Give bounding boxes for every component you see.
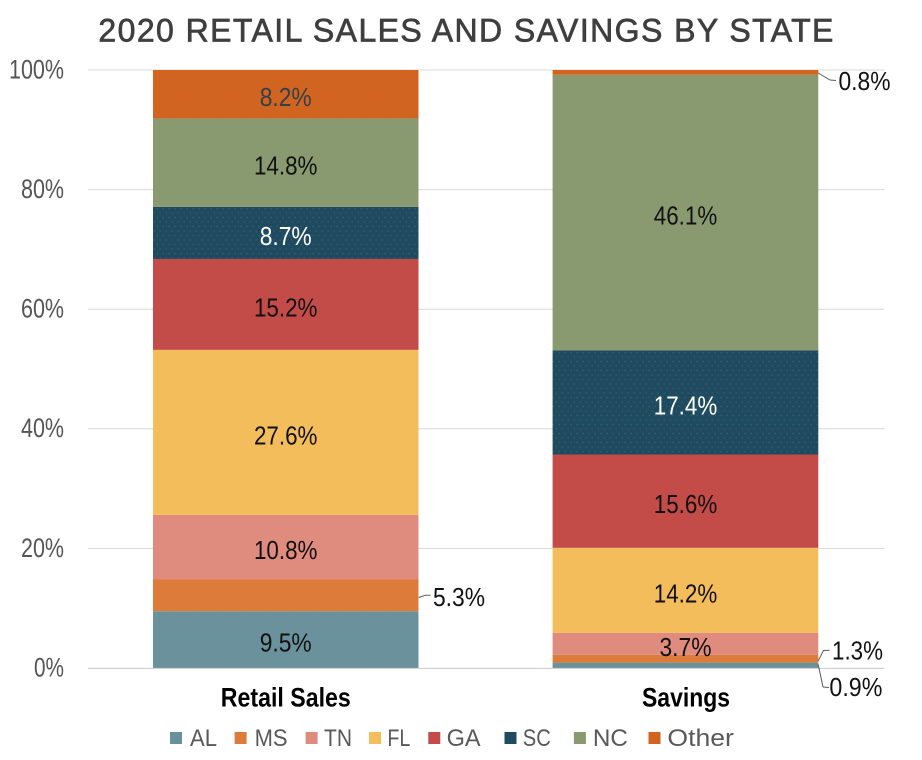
svg-text:Other: Other — [667, 725, 734, 752]
svg-text:5.3%: 5.3% — [433, 582, 485, 612]
svg-text:0.8%: 0.8% — [839, 66, 891, 96]
svg-text:0.9%: 0.9% — [829, 672, 882, 702]
svg-text:15.2%: 15.2% — [254, 292, 318, 322]
svg-text:2020 RETAIL SALES AND SAVINGS: 2020 RETAIL SALES AND SAVINGS BY STATE — [98, 13, 833, 49]
svg-text:40%: 40% — [21, 413, 64, 443]
svg-text:Savings: Savings — [642, 683, 730, 713]
svg-text:SC: SC — [523, 725, 551, 752]
svg-text:14.8%: 14.8% — [254, 151, 318, 181]
svg-text:27.6%: 27.6% — [254, 420, 318, 450]
svg-text:Retail Sales: Retail Sales — [221, 683, 351, 713]
svg-text:TN: TN — [324, 725, 352, 752]
svg-text:100%: 100% — [9, 54, 64, 84]
svg-text:46.1%: 46.1% — [654, 201, 718, 231]
svg-text:1.3%: 1.3% — [832, 636, 883, 666]
svg-text:14.2%: 14.2% — [654, 578, 718, 608]
svg-text:NC: NC — [593, 725, 628, 752]
svg-text:AL: AL — [190, 725, 217, 752]
svg-text:80%: 80% — [21, 174, 64, 204]
svg-text:10.8%: 10.8% — [254, 535, 318, 565]
svg-text:GA: GA — [447, 725, 481, 752]
svg-text:9.5%: 9.5% — [260, 628, 312, 658]
svg-text:15.6%: 15.6% — [654, 489, 718, 519]
svg-text:3.7%: 3.7% — [660, 632, 712, 662]
svg-text:MS: MS — [255, 725, 288, 752]
svg-text:0%: 0% — [34, 652, 64, 682]
svg-text:8.7%: 8.7% — [260, 221, 312, 251]
svg-text:17.4%: 17.4% — [654, 391, 718, 421]
svg-text:20%: 20% — [21, 533, 64, 563]
svg-text:FL: FL — [387, 725, 410, 752]
svg-text:60%: 60% — [21, 294, 64, 324]
svg-text:8.2%: 8.2% — [260, 82, 312, 112]
